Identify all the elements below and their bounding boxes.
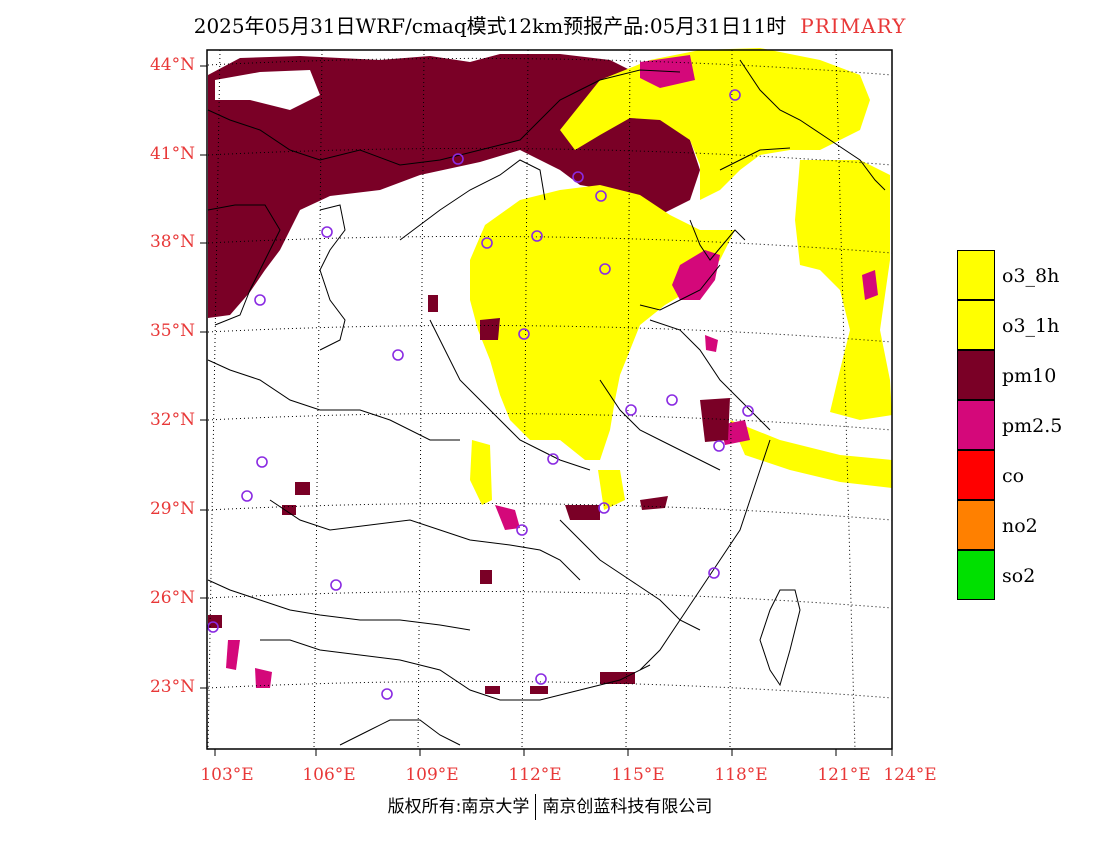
pollutant-regions xyxy=(208,48,892,694)
station-marker xyxy=(241,490,253,502)
legend-label: pm10 xyxy=(1002,365,1057,387)
map-frame xyxy=(206,49,893,750)
graticule xyxy=(207,49,893,751)
legend-label: o3_8h xyxy=(1002,265,1060,287)
legend-label: so2 xyxy=(1002,565,1036,587)
region-o3-central xyxy=(470,185,735,460)
station-marker xyxy=(481,237,493,249)
station-marker xyxy=(599,263,611,275)
copyright-left: 版权所有:南京大学 xyxy=(387,797,530,817)
legend-swatch-pm10 xyxy=(957,350,995,400)
region-o3-east xyxy=(795,160,892,420)
station-marker xyxy=(518,328,530,340)
title-tag: PRIMARY xyxy=(800,14,907,38)
lat-label: 35°N xyxy=(149,321,195,341)
legend-swatch-o3-1h xyxy=(957,300,995,350)
station-marker xyxy=(598,502,610,514)
station-marker xyxy=(381,688,393,700)
lon-label: 109°E xyxy=(405,765,459,785)
legend-swatch-pm25 xyxy=(957,400,995,450)
station-markers xyxy=(207,89,754,700)
copyright-right: 南京创蓝科技有限公司 xyxy=(542,797,713,817)
legend-label: no2 xyxy=(1002,515,1038,537)
station-marker xyxy=(330,579,342,591)
station-marker xyxy=(256,456,268,468)
ticks xyxy=(200,65,893,756)
station-marker xyxy=(742,405,754,417)
lat-label: 41°N xyxy=(149,144,195,164)
region-o3-northeast xyxy=(560,48,870,200)
station-marker xyxy=(708,567,720,579)
lat-label: 32°N xyxy=(149,410,195,430)
station-marker xyxy=(254,294,266,306)
copyright-footer: 版权所有:南京大学 南京创蓝科技有限公司 xyxy=(0,792,1100,820)
lon-label: 115°E xyxy=(611,765,665,785)
map-title: 2025年05月31日WRF/cmaq模式12km预报产品:05月31日11时 P… xyxy=(0,10,1100,39)
station-marker xyxy=(207,621,219,633)
title-main: 2025年05月31日WRF/cmaq模式12km预报产品:05月31日11时 xyxy=(193,14,787,38)
lat-label: 44°N xyxy=(149,55,195,75)
station-marker xyxy=(516,524,528,536)
station-marker xyxy=(452,153,464,165)
lon-label: 121°E xyxy=(817,765,871,785)
station-marker xyxy=(392,349,404,361)
station-marker xyxy=(666,394,678,406)
lon-label: 112°E xyxy=(508,765,562,785)
legend-swatch-so2 xyxy=(957,550,995,600)
legend-swatch-no2 xyxy=(957,500,995,550)
station-marker xyxy=(572,171,584,183)
lon-label: 103°E xyxy=(200,765,254,785)
legend-label: pm2.5 xyxy=(1002,415,1063,437)
station-marker xyxy=(625,404,637,416)
footer-separator xyxy=(535,794,537,820)
station-marker xyxy=(321,226,333,238)
station-marker xyxy=(713,440,725,452)
lat-label: 29°N xyxy=(149,499,195,519)
station-marker xyxy=(531,230,543,242)
legend-label: o3_1h xyxy=(1002,315,1060,337)
station-marker xyxy=(547,453,559,465)
station-marker xyxy=(729,89,741,101)
lat-label: 23°N xyxy=(149,677,195,697)
lat-label: 26°N xyxy=(149,588,195,608)
region-pm25-shandong xyxy=(672,250,720,300)
legend-swatch-o3-8h xyxy=(957,250,995,300)
station-marker xyxy=(535,673,547,685)
station-marker xyxy=(595,190,607,202)
lat-label: 38°N xyxy=(149,232,195,252)
lon-label: 124°E xyxy=(883,765,937,785)
legend-swatch-co xyxy=(957,450,995,500)
lon-label: 118°E xyxy=(714,765,768,785)
legend-label: co xyxy=(1002,465,1025,487)
lon-label: 106°E xyxy=(302,765,356,785)
